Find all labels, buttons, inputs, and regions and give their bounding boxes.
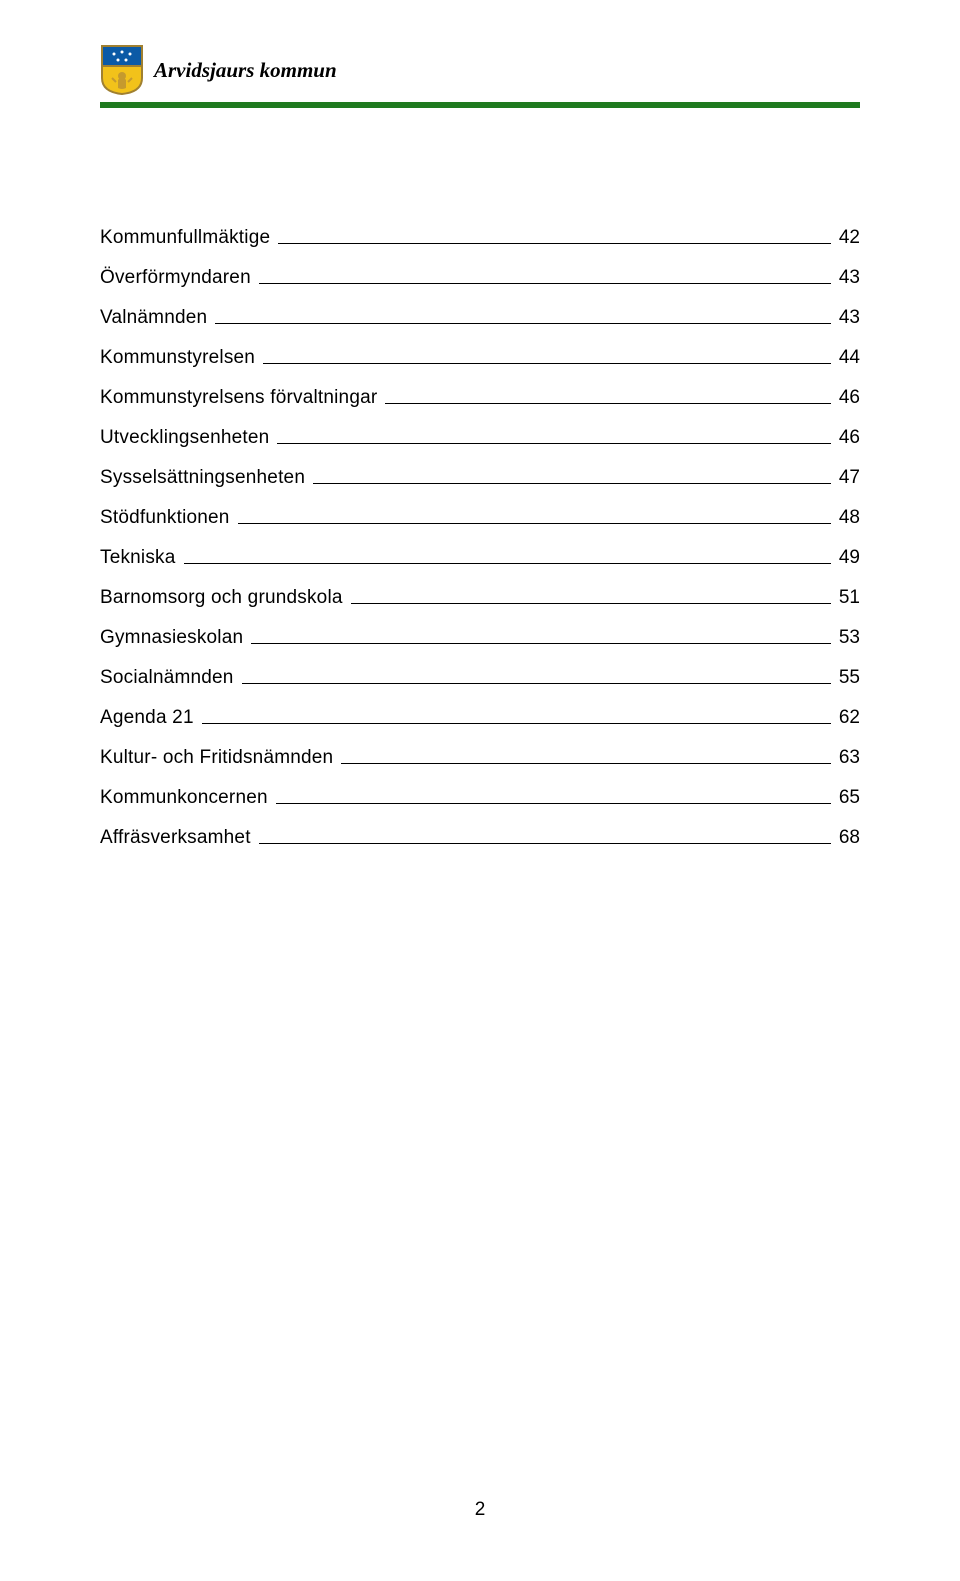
header-title: Arvidsjaurs kommun [154, 58, 337, 83]
page-header: Arvidsjaurs kommun [100, 44, 860, 96]
toc-page-number: 46 [835, 428, 860, 447]
toc-row: Kommunfullmäktige 42 [100, 228, 860, 247]
toc-label: Kommunstyrelsen [100, 348, 259, 367]
toc-leader-line [184, 563, 831, 564]
toc-page-number: 43 [835, 268, 860, 287]
toc-leader-line [276, 803, 831, 804]
toc-label: Valnämnden [100, 308, 211, 327]
toc-leader-line [385, 403, 830, 404]
toc-row: Kultur- och Fritidsnämnden 63 [100, 748, 860, 767]
toc-leader-line [263, 363, 831, 364]
toc-leader-line [251, 643, 831, 644]
toc-row: Valnämnden 43 [100, 308, 860, 327]
document-page: Arvidsjaurs kommun Kommunfullmäktige 42 Öv… [0, 0, 960, 1581]
toc-page-number: 55 [835, 668, 860, 687]
toc-label: Affräsverksamhet [100, 828, 255, 847]
toc-page-number: 62 [835, 708, 860, 727]
toc-leader-line [313, 483, 831, 484]
toc-label: Gymnasieskolan [100, 628, 247, 647]
toc-row: Affräsverksamhet 68 [100, 828, 860, 847]
toc-label: Tekniska [100, 548, 180, 567]
toc-leader-line [259, 283, 831, 284]
toc-row: Agenda 21 62 [100, 708, 860, 727]
toc-row: Sysselsättningsenheten 47 [100, 468, 860, 487]
toc-row: Socialnämnden 55 [100, 668, 860, 687]
toc-label: Socialnämnden [100, 668, 238, 687]
toc-label: Barnomsorg och grundskola [100, 588, 347, 607]
toc-label: Överförmyndaren [100, 268, 255, 287]
toc-label: Agenda 21 [100, 708, 198, 727]
toc-leader-line [202, 723, 831, 724]
header-rule [100, 102, 860, 108]
toc-page-number: 63 [835, 748, 860, 767]
toc-page-number: 68 [835, 828, 860, 847]
toc-leader-line [351, 603, 831, 604]
municipality-logo-icon [100, 44, 144, 96]
toc-leader-line [215, 323, 831, 324]
toc-row: Överförmyndaren 43 [100, 268, 860, 287]
toc-row: Kommunkoncernen 65 [100, 788, 860, 807]
toc-leader-line [259, 843, 831, 844]
toc-row: Utvecklingsenheten 46 [100, 428, 860, 447]
toc-leader-line [341, 763, 831, 764]
toc-row: Kommunstyrelsen 44 [100, 348, 860, 367]
toc-page-number: 48 [835, 508, 860, 527]
toc-label: Kommunstyrelsens förvaltningar [100, 388, 381, 407]
toc-leader-line [278, 243, 831, 244]
toc-label: Kommunkoncernen [100, 788, 272, 807]
toc-leader-line [238, 523, 831, 524]
toc-page-number: 44 [835, 348, 860, 367]
page-number: 2 [0, 1499, 960, 1521]
toc-label: Kommunfullmäktige [100, 228, 274, 247]
toc-page-number: 47 [835, 468, 860, 487]
toc-label: Sysselsättningsenheten [100, 468, 309, 487]
toc-row: Tekniska 49 [100, 548, 860, 567]
toc-page-number: 42 [835, 228, 860, 247]
toc-row: Gymnasieskolan 53 [100, 628, 860, 647]
toc-label: Stödfunktionen [100, 508, 234, 527]
toc-page-number: 49 [835, 548, 860, 567]
toc-page-number: 51 [835, 588, 860, 607]
table-of-contents: Kommunfullmäktige42Överförmyndaren43Valn… [100, 228, 860, 847]
toc-leader-line [277, 443, 830, 444]
toc-leader-line [242, 683, 831, 684]
toc-page-number: 65 [835, 788, 860, 807]
toc-label: Utvecklingsenheten [100, 428, 273, 447]
toc-row: Stödfunktionen 48 [100, 508, 860, 527]
toc-page-number: 53 [835, 628, 860, 647]
toc-row: Barnomsorg och grundskola 51 [100, 588, 860, 607]
toc-page-number: 46 [835, 388, 860, 407]
toc-page-number: 43 [835, 308, 860, 327]
toc-label: Kultur- och Fritidsnämnden [100, 748, 337, 767]
toc-row: Kommunstyrelsens förvaltningar 46 [100, 388, 860, 407]
